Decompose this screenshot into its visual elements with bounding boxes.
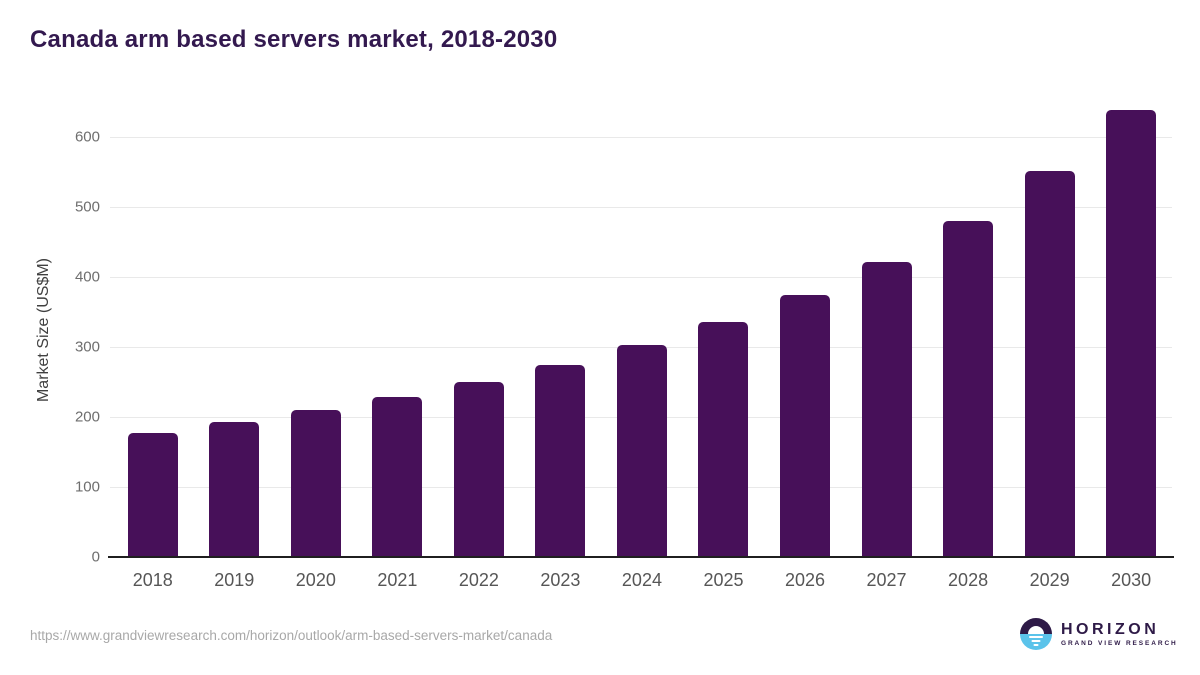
bar-slot-2021 <box>357 100 439 557</box>
x-tick-2029: 2029 <box>1029 570 1070 590</box>
x-tick-2025: 2025 <box>703 570 744 590</box>
bar-slot-2022 <box>438 100 520 557</box>
bar-2024[interactable] <box>616 344 667 557</box>
logo-brand-subtitle: GRAND VIEW RESEARCH <box>1061 640 1178 648</box>
bar-2027[interactable] <box>861 261 912 557</box>
bar-2025[interactable] <box>698 321 749 557</box>
bar-slot-2024 <box>601 100 683 557</box>
gridline-600 <box>110 137 1172 139</box>
horizon-logo-icon <box>1020 618 1052 650</box>
bar-slot-2018 <box>112 100 194 557</box>
logo-reflection-line <box>1031 640 1041 642</box>
bar-2021[interactable] <box>372 397 423 557</box>
x-tick-2027: 2027 <box>866 570 907 590</box>
bar-slot-2028 <box>927 100 1009 557</box>
y-tick-300: 300 <box>74 338 100 356</box>
horizon-logo[interactable]: HORIZON GRAND VIEW RESEARCH <box>1020 618 1178 650</box>
logo-sun-hole <box>1028 626 1044 634</box>
logo-sun-half <box>1020 618 1052 634</box>
bar-slot-2029 <box>1009 100 1091 557</box>
gridline-500 <box>110 207 1172 209</box>
bar-2026[interactable] <box>780 294 831 557</box>
x-tick-2028: 2028 <box>948 570 989 590</box>
logo-brand-name: HORIZON <box>1061 620 1160 638</box>
x-tick-2022: 2022 <box>458 570 499 590</box>
logo-reflection-line <box>1029 636 1043 638</box>
x-tick-2024: 2024 <box>621 570 662 590</box>
logo-reflection-line <box>1033 644 1039 646</box>
x-tick-2023: 2023 <box>540 570 581 590</box>
x-tick-2021: 2021 <box>377 570 418 590</box>
bar-slot-2023 <box>520 100 602 557</box>
bar-slot-2025 <box>683 100 765 557</box>
bar-2029[interactable] <box>1024 171 1075 557</box>
logo-text-block: HORIZON GRAND VIEW RESEARCH <box>1061 621 1178 648</box>
x-axis-line <box>108 556 1174 558</box>
bar-2030[interactable] <box>1106 109 1157 557</box>
x-tick-2026: 2026 <box>784 570 826 590</box>
bar-slot-2026 <box>764 100 846 557</box>
gridline-400 <box>110 277 1172 279</box>
x-tick-2020: 2020 <box>295 570 336 590</box>
chart-title: Canada arm based servers market, 2018-20… <box>30 26 558 53</box>
bar-slot-2030 <box>1090 100 1172 557</box>
bar-slot-2019 <box>194 100 276 557</box>
x-tick-2018: 2018 <box>132 570 173 590</box>
y-tick-500: 500 <box>74 198 100 216</box>
y-tick-400: 400 <box>74 268 100 286</box>
x-axis-tick-labels: 2018 2019 2020 2021 2022 2023 2024 2025 2026 2027… <box>112 570 1172 591</box>
bar-slot-2027 <box>846 100 928 557</box>
logo-water-half <box>1020 634 1052 650</box>
source-url-text: https://www.grandviewresearch.com/horizo… <box>30 628 553 643</box>
bar-2028[interactable] <box>943 221 994 557</box>
y-tick-600: 600 <box>74 128 100 146</box>
y-tick-100: 100 <box>74 478 100 496</box>
y-tick-200: 200 <box>74 408 100 426</box>
bar-2018[interactable] <box>127 433 178 557</box>
bar-2020[interactable] <box>290 410 341 557</box>
bar-2023[interactable] <box>535 365 586 557</box>
bar-2022[interactable] <box>453 382 504 557</box>
x-tick-2030: 2030 <box>1111 570 1152 590</box>
bar-2019[interactable] <box>209 421 260 557</box>
bar-slot-2020 <box>275 100 357 557</box>
y-tick-0: 0 <box>91 548 100 566</box>
x-tick-2019: 2019 <box>214 570 255 590</box>
bar-plot-area <box>112 100 1172 557</box>
